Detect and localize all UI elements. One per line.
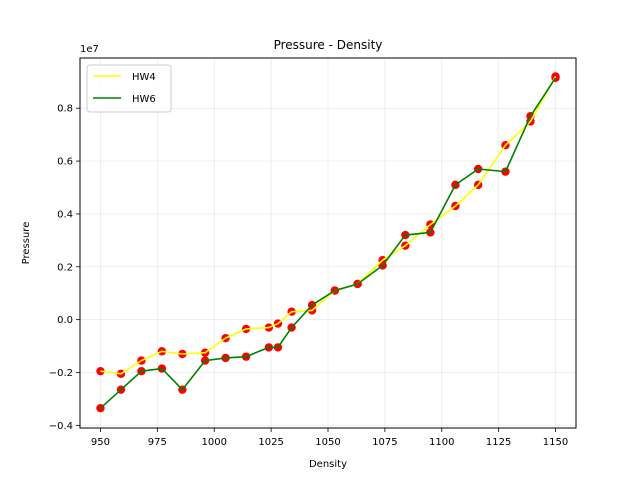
y-axis-offset-label: 1e7 [80, 44, 99, 55]
x-tick-label: 1025 [258, 437, 283, 448]
y-tick-label: 0.8 [57, 104, 73, 115]
chart-title: Pressure - Density [274, 38, 383, 52]
y-tick-label: 0.0 [57, 315, 73, 326]
axes-frame [79, 57, 577, 429]
y-axis-ticks: −0.4 −0.2 0.0 0.2 0.4 0.6 0.8 [49, 104, 80, 432]
y-axis-label: Pressure [21, 222, 32, 265]
x-tick-label: 1075 [372, 437, 397, 448]
x-axis-label: Density [309, 459, 347, 470]
legend-label-hw4: HW4 [132, 72, 156, 83]
legend-box [86, 64, 172, 113]
y-tick-label: 0.2 [57, 262, 73, 273]
x-tick-label: 1125 [486, 437, 511, 448]
series-line-hw6 [99, 77, 557, 409]
x-axis-ticks: 950 975 1000 1025 1050 1075 1100 1125 1150 [91, 428, 568, 448]
x-tick-label: 950 [91, 437, 110, 448]
series-line-hw4 [100, 76, 557, 375]
y-tick-label: −0.4 [49, 421, 73, 432]
y-tick-label: 0.4 [57, 209, 73, 220]
y-tick-label: −0.2 [49, 368, 73, 379]
grid [80, 58, 576, 428]
legend: HW4 HW6 [86, 64, 172, 113]
x-tick-label: 1050 [315, 437, 340, 448]
series-lines [99, 76, 557, 409]
x-tick-label: 975 [148, 437, 167, 448]
y-tick-label: 0.6 [57, 157, 73, 168]
x-tick-label: 1000 [202, 437, 227, 448]
x-tick-label: 1150 [543, 437, 568, 448]
data-point-hw4 [96, 366, 105, 376]
x-tick-label: 1100 [429, 437, 454, 448]
legend-label-hw6: HW6 [132, 94, 156, 105]
